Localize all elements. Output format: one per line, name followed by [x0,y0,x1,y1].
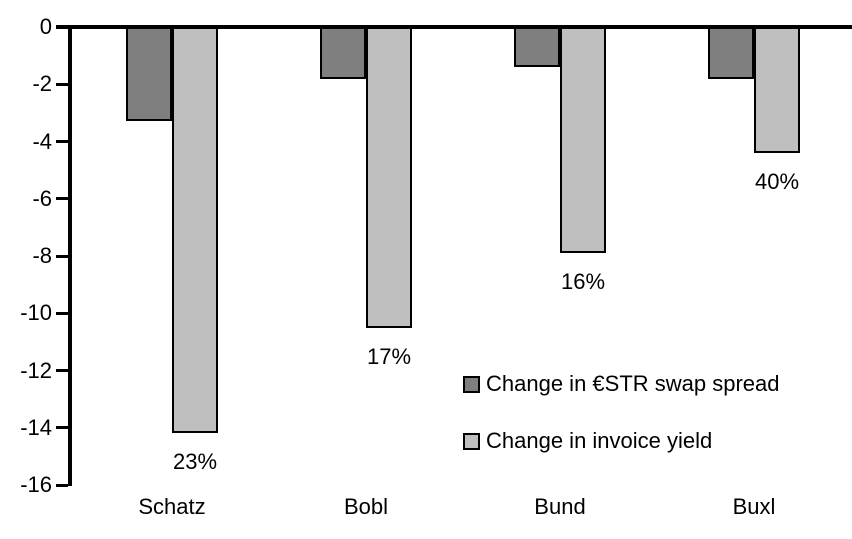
y-axis-line [68,25,72,486]
bar-bobl-swap-spread [320,27,366,79]
y-axis-tick-label: -6 [32,185,52,211]
x-axis-category-label-bund: Bund [534,494,586,519]
y-axis-tick [56,369,68,372]
y-axis-tick [56,254,68,258]
y-axis-tick-label: -10 [20,300,52,326]
y-axis-tick [56,197,68,201]
data-label-buxl: 40% [754,168,800,194]
bar-schatz-swap-spread [126,27,172,122]
y-axis-tick [56,483,68,487]
data-label-bobl: 17% [366,343,412,369]
y-axis-tick-label: -8 [32,243,52,268]
y-axis-tick [56,426,68,430]
y-axis-tick-label: -14 [20,414,52,440]
legend-item-invoice-yield: Change in invoice yield [463,428,780,454]
bar-buxl-invoice-yield [754,27,800,153]
data-label-schatz: 23% [172,449,218,475]
bar-bund-swap-spread [514,27,560,68]
bar-buxl-swap-spread [708,27,754,79]
bar-schatz-invoice-yield [172,27,218,434]
bar-bobl-invoice-yield [366,27,412,328]
legend: Change in €STR swap spread Change in inv… [463,371,780,454]
legend-label-swap-spread: Change in €STR swap spread [486,371,780,396]
y-axis-tick-label: -4 [32,128,52,154]
legend-label-invoice-yield: Change in invoice yield [486,428,713,453]
y-axis-tick-label: -12 [20,357,52,383]
data-label-bund: 16% [560,269,606,295]
x-axis-category-label-bobl: Bobl [343,494,389,519]
y-axis-tick-label: 0 [39,14,52,39]
y-axis-tick-label: -16 [20,472,52,497]
x-axis-category-label-buxl: Buxl [732,494,776,519]
y-axis-tick [56,311,68,315]
invoice-yield-legend-marker-icon [463,432,480,450]
bar-bund-invoice-yield [560,27,606,254]
x-axis-line [56,25,852,29]
x-axis-category-label-schatz: Schatz [138,494,206,519]
swap-spread-legend-marker-icon [463,375,480,393]
y-axis-tick [56,140,68,143]
y-axis-tick-label: -2 [32,71,52,97]
y-axis-tick [56,82,68,86]
legend-item-swap-spread: Change in €STR swap spread [463,371,780,397]
